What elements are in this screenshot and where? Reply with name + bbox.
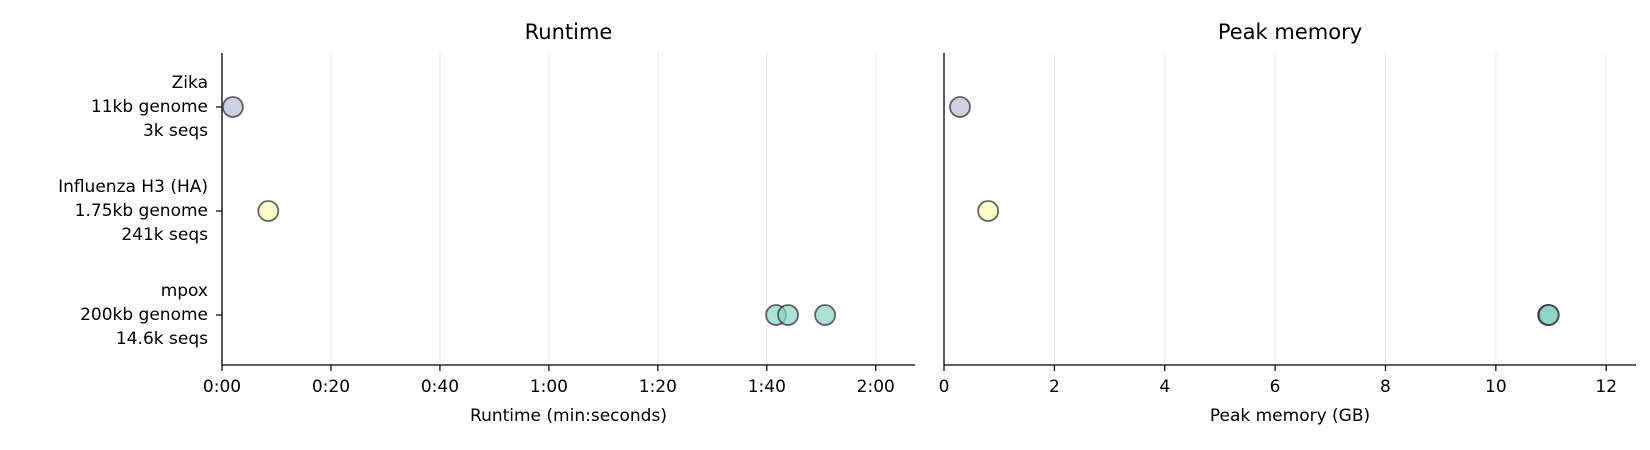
x-axis-label: Peak memory (GB) bbox=[1210, 406, 1370, 426]
y-tick-label: 3k seqs bbox=[143, 121, 208, 141]
point bbox=[257, 200, 280, 222]
chart-title: Peak memory bbox=[1218, 20, 1362, 44]
x-tick-label: 4 bbox=[1159, 377, 1170, 397]
point bbox=[777, 304, 799, 326]
x-tick-label: 0 bbox=[939, 377, 950, 397]
y-tick-label: 11kb genome bbox=[91, 97, 208, 117]
x-tick-label: 6 bbox=[1270, 377, 1281, 397]
point bbox=[977, 200, 1000, 222]
x-tick-label: 1:20 bbox=[639, 377, 677, 397]
y-tick-label: 14.6k seqs bbox=[116, 329, 208, 349]
y-tick-label: Influenza H3 (HA) bbox=[58, 177, 208, 197]
y-tick-label: 200kb genome bbox=[80, 305, 208, 325]
x-tick-label: 0:20 bbox=[312, 377, 350, 397]
x-tick-label: 10 bbox=[1485, 377, 1507, 397]
x-tick-label: 1:40 bbox=[748, 377, 786, 397]
x-tick-label: 2 bbox=[1049, 377, 1060, 397]
point bbox=[221, 96, 244, 118]
point bbox=[1537, 304, 1560, 326]
chart-title: Runtime bbox=[525, 20, 613, 44]
y-tick-label: 241k seqs bbox=[121, 225, 208, 245]
x-tick-label: 0:00 bbox=[203, 377, 241, 397]
y-tick-label: mpox bbox=[161, 281, 208, 301]
y-tick-label: 1.75kb genome bbox=[75, 201, 208, 221]
x-tick-label: 12 bbox=[1595, 377, 1617, 397]
x-axis-label: Runtime (min:seconds) bbox=[470, 406, 667, 426]
x-tick-label: 0:40 bbox=[421, 377, 459, 397]
point bbox=[814, 304, 837, 326]
x-tick-label: 2:00 bbox=[857, 377, 895, 397]
x-tick-label: 8 bbox=[1380, 377, 1391, 397]
point bbox=[949, 96, 971, 118]
y-tick-label: Zika bbox=[172, 73, 208, 93]
x-tick-label: 1:00 bbox=[530, 377, 568, 397]
